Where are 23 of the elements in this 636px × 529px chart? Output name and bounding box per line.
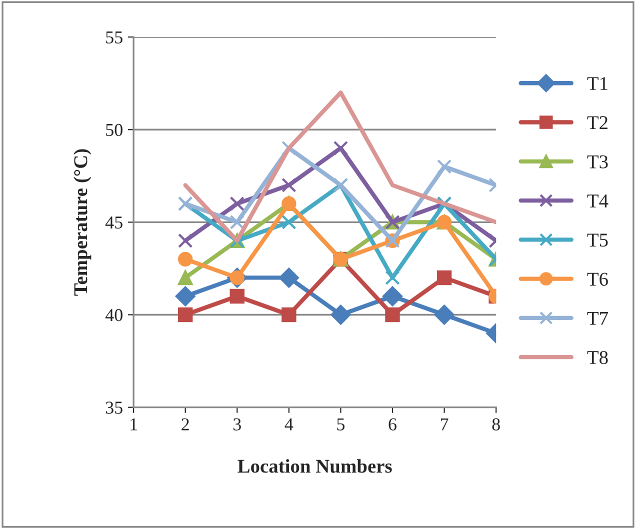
legend-label: T3 xyxy=(587,155,608,168)
legend-label: T1 xyxy=(587,77,608,90)
x-tick-label: 2 xyxy=(182,418,189,430)
x-tick-label: 5 xyxy=(337,418,345,430)
y-tick-label: 55 xyxy=(106,31,122,44)
x-tick-label: 1 xyxy=(130,418,137,430)
x-tick-label: 7 xyxy=(440,418,448,430)
x-tick-label: 3 xyxy=(233,418,241,430)
legend-label: T2 xyxy=(587,116,608,130)
legend-label: T6 xyxy=(587,272,608,286)
y-axis-title: Temperature (°C) xyxy=(74,149,92,296)
y-tick-label: 45 xyxy=(105,216,122,229)
x-tick-label: 8 xyxy=(492,418,500,430)
legend-label: T7 xyxy=(587,312,608,325)
legend-label: T8 xyxy=(587,350,608,364)
x-axis-title: Location Numbers xyxy=(238,459,392,473)
x-tick-label: 6 xyxy=(388,418,396,430)
legend-label: T5 xyxy=(587,234,608,247)
x-tick-label: 4 xyxy=(284,418,294,430)
y-tick-label: 50 xyxy=(106,124,122,136)
y-tick-label: 40 xyxy=(105,309,122,322)
legend-label: T4 xyxy=(587,194,608,208)
y-tick-label: 35 xyxy=(106,402,122,414)
